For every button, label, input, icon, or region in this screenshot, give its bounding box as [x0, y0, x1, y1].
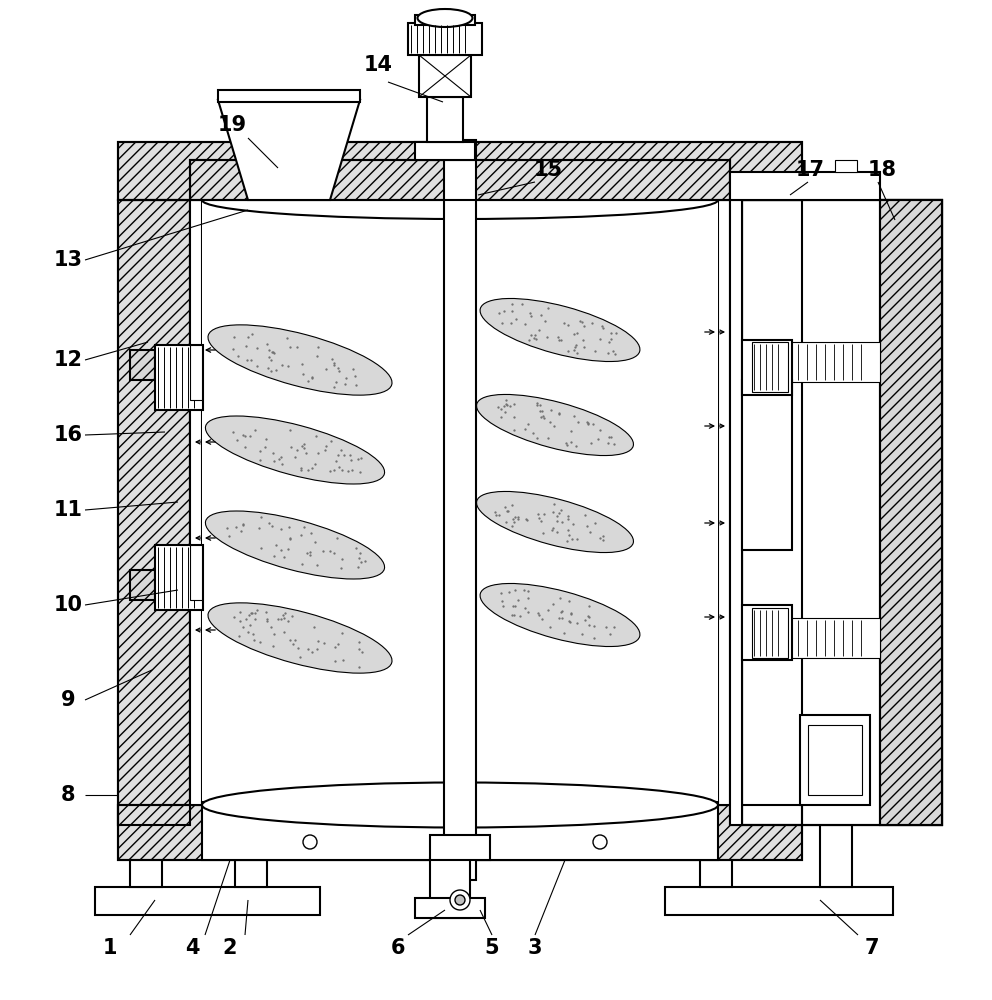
Ellipse shape — [202, 782, 718, 828]
Bar — [742, 200, 942, 825]
Ellipse shape — [418, 9, 472, 27]
Bar — [419, 55, 471, 97]
Bar — [444, 140, 476, 880]
Text: 7: 7 — [865, 938, 879, 958]
Bar — [730, 200, 742, 825]
Bar — [118, 805, 802, 860]
Bar — [808, 725, 862, 795]
Circle shape — [455, 895, 465, 905]
Bar — [415, 15, 475, 25]
Bar — [800, 715, 870, 805]
Bar — [665, 887, 893, 915]
Bar — [742, 200, 942, 825]
Text: 13: 13 — [54, 250, 82, 270]
Bar — [415, 898, 485, 918]
Ellipse shape — [208, 325, 392, 395]
Bar — [752, 608, 788, 658]
Ellipse shape — [202, 181, 718, 219]
Bar — [742, 605, 792, 660]
Ellipse shape — [480, 298, 640, 362]
Text: 12: 12 — [54, 350, 82, 370]
Bar — [430, 835, 490, 860]
Ellipse shape — [476, 491, 634, 553]
Bar — [742, 200, 942, 825]
Bar — [415, 142, 475, 160]
Text: 18: 18 — [867, 160, 897, 180]
Bar — [742, 618, 880, 658]
Bar — [130, 350, 155, 380]
Circle shape — [303, 835, 317, 849]
Bar — [427, 97, 463, 142]
Bar — [155, 345, 203, 410]
Bar — [155, 545, 203, 610]
Text: 1: 1 — [103, 938, 117, 958]
Text: 2: 2 — [223, 938, 237, 958]
Bar — [430, 858, 470, 918]
Bar — [118, 805, 802, 860]
Circle shape — [450, 890, 470, 910]
Bar — [190, 200, 202, 805]
Bar — [730, 200, 802, 825]
Ellipse shape — [205, 511, 385, 579]
Bar — [742, 340, 792, 395]
Bar — [202, 802, 718, 860]
Text: 15: 15 — [534, 160, 562, 180]
Bar — [130, 825, 162, 887]
Text: 14: 14 — [363, 55, 393, 75]
Bar — [408, 23, 482, 55]
Bar — [235, 825, 267, 887]
Bar — [700, 825, 732, 887]
Bar — [118, 200, 190, 825]
Polygon shape — [218, 100, 360, 200]
Text: 11: 11 — [54, 500, 82, 520]
Text: 6: 6 — [391, 938, 406, 958]
Bar — [218, 90, 360, 102]
Bar — [190, 160, 730, 200]
Text: 3: 3 — [528, 938, 543, 958]
Bar — [95, 887, 320, 915]
Circle shape — [593, 835, 607, 849]
Bar — [190, 160, 730, 200]
Bar — [118, 200, 190, 825]
Bar — [130, 570, 155, 600]
Bar — [744, 382, 790, 548]
Bar — [118, 142, 802, 200]
Text: 5: 5 — [485, 938, 499, 958]
Bar — [742, 380, 792, 550]
Bar — [820, 825, 852, 887]
Text: 19: 19 — [217, 115, 247, 135]
Bar — [730, 172, 880, 200]
Ellipse shape — [476, 394, 634, 456]
Bar — [730, 200, 802, 825]
Bar — [202, 200, 718, 805]
Bar — [880, 200, 942, 825]
Bar — [118, 142, 802, 200]
Text: 16: 16 — [54, 425, 82, 445]
Text: 8: 8 — [61, 785, 75, 805]
Text: 4: 4 — [185, 938, 199, 958]
Ellipse shape — [205, 416, 385, 484]
Bar — [742, 342, 880, 382]
Text: 9: 9 — [61, 690, 75, 710]
Text: 17: 17 — [796, 160, 824, 180]
Bar — [718, 200, 730, 805]
Bar — [190, 545, 202, 600]
Bar — [190, 345, 202, 400]
Bar — [880, 200, 942, 825]
Text: 10: 10 — [54, 595, 82, 615]
Bar — [752, 342, 788, 392]
Bar — [835, 160, 857, 172]
Ellipse shape — [208, 603, 392, 673]
Ellipse shape — [480, 583, 640, 647]
